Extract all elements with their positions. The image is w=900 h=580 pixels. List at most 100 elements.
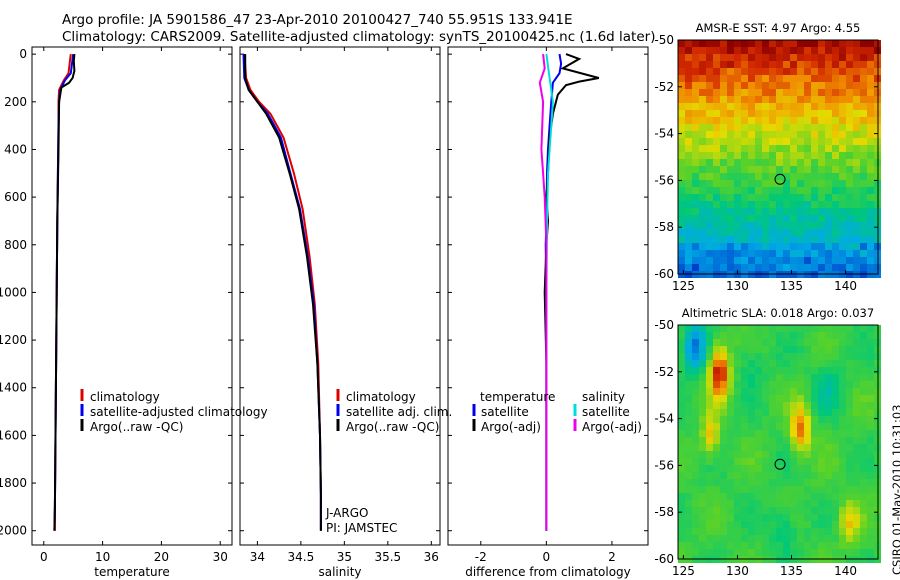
sla-cell xyxy=(804,395,811,402)
sst-cell xyxy=(706,152,713,159)
sla-cell xyxy=(734,374,741,381)
sla-cell xyxy=(853,535,860,542)
sla-cell xyxy=(853,360,860,367)
sla-cell xyxy=(846,521,853,528)
sst-cell xyxy=(811,124,818,131)
sst-cell xyxy=(755,208,762,215)
sla-ytick-label: -54 xyxy=(654,412,674,426)
sst-cell xyxy=(783,229,790,236)
sst-cell xyxy=(692,187,699,194)
sla-cell xyxy=(748,535,755,542)
sla-cell xyxy=(832,374,839,381)
sla-cell xyxy=(685,507,692,514)
sst-cell xyxy=(734,236,741,243)
sla-cell xyxy=(692,332,699,339)
sla-cell xyxy=(825,430,832,437)
sst-cell xyxy=(741,166,748,173)
sla-cell xyxy=(762,430,769,437)
sst-cell xyxy=(706,124,713,131)
sla-cell xyxy=(790,409,797,416)
sla-cell xyxy=(783,458,790,465)
sst-cell xyxy=(755,47,762,54)
sla-cell xyxy=(699,381,706,388)
sla-cell xyxy=(839,479,846,486)
sst-cell xyxy=(748,194,755,201)
sla-cell xyxy=(755,472,762,479)
sst-cell xyxy=(713,236,720,243)
sst-cell xyxy=(734,89,741,96)
sla-cell xyxy=(776,458,783,465)
sst-cell xyxy=(776,152,783,159)
sst-cell xyxy=(713,40,720,47)
sla-cell xyxy=(860,451,867,458)
sst-cell xyxy=(734,264,741,271)
sst-cell xyxy=(797,222,804,229)
sst-cell xyxy=(685,40,692,47)
sst-cell xyxy=(776,96,783,103)
sla-cell xyxy=(678,549,685,556)
sst-cell xyxy=(853,103,860,110)
sla-cell xyxy=(783,535,790,542)
sst-cell xyxy=(755,159,762,166)
sst-cell xyxy=(818,159,825,166)
sla-cell xyxy=(825,535,832,542)
sla-cell xyxy=(769,423,776,430)
sst-cell xyxy=(797,152,804,159)
sla-cell xyxy=(755,521,762,528)
sst-cell xyxy=(769,201,776,208)
sst-cell xyxy=(867,201,874,208)
sst-cell xyxy=(692,264,699,271)
sla-cell xyxy=(783,479,790,486)
sla-cell xyxy=(769,430,776,437)
sst-cell xyxy=(804,229,811,236)
sla-cell xyxy=(692,549,699,556)
sst-cell xyxy=(811,222,818,229)
sla-cell xyxy=(734,493,741,500)
sla-cell xyxy=(783,472,790,479)
sst-cell xyxy=(853,75,860,82)
sla-cell xyxy=(769,444,776,451)
sla-cell xyxy=(678,332,685,339)
sla-cell xyxy=(825,528,832,535)
sst-cell xyxy=(811,40,818,47)
sst-cell xyxy=(741,82,748,89)
sst-cell xyxy=(755,103,762,110)
sst-cell xyxy=(713,131,720,138)
sst-cell xyxy=(818,103,825,110)
salinity-legend-label: satellite adj. clim. xyxy=(346,405,452,419)
sst-cell xyxy=(860,40,867,47)
sst-cell xyxy=(734,54,741,61)
sla-cell xyxy=(853,549,860,556)
sst-cell xyxy=(755,96,762,103)
sla-cell xyxy=(727,479,734,486)
sst-cell xyxy=(825,180,832,187)
sst-cell xyxy=(818,173,825,180)
sla-cell xyxy=(769,332,776,339)
sla-cell xyxy=(832,395,839,402)
sst-cell xyxy=(839,117,846,124)
sst-cell xyxy=(685,208,692,215)
sla-cell xyxy=(748,339,755,346)
sst-cell xyxy=(699,201,706,208)
sst-cell xyxy=(748,173,755,180)
sst-cell xyxy=(790,75,797,82)
sla-cell xyxy=(713,402,720,409)
sst-cell xyxy=(713,243,720,250)
sla-cell xyxy=(790,514,797,521)
sst-cell xyxy=(699,145,706,152)
sst-cell xyxy=(678,173,685,180)
sst-cell xyxy=(692,257,699,264)
sla-cell xyxy=(692,353,699,360)
sst-cell xyxy=(748,180,755,187)
sst-cell xyxy=(853,89,860,96)
sla-cell xyxy=(832,423,839,430)
sst-cell xyxy=(699,110,706,117)
sla-cell xyxy=(811,346,818,353)
sla-cell xyxy=(804,514,811,521)
sla-cell xyxy=(678,353,685,360)
sst-cell xyxy=(804,208,811,215)
sst-cell xyxy=(811,68,818,75)
sst-cell xyxy=(699,117,706,124)
sst-cell xyxy=(741,54,748,61)
sst-cell xyxy=(853,243,860,250)
